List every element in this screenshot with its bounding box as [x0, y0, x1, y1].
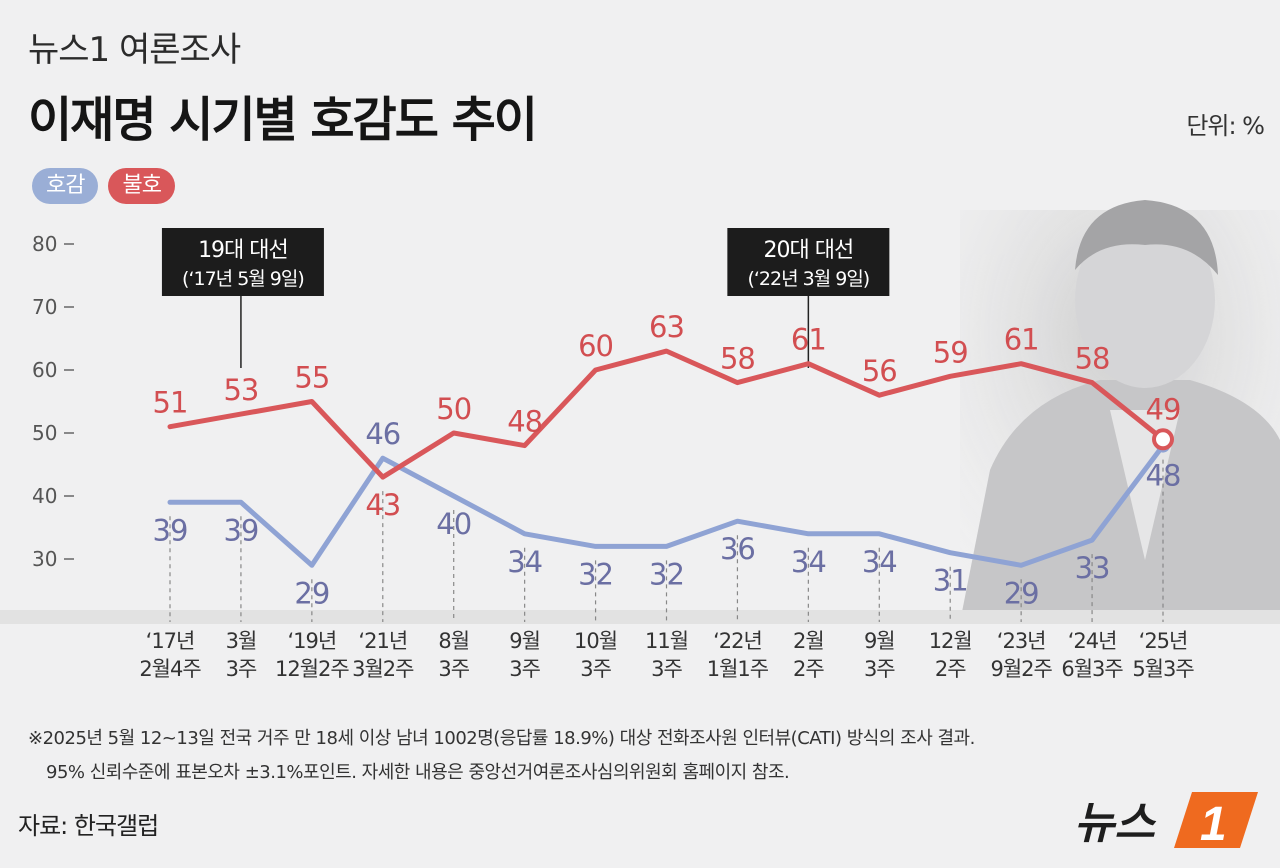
x-tick-label: 3주	[226, 657, 257, 681]
x-tick-label: 8월	[438, 629, 469, 653]
end-point-unfavorable	[1152, 428, 1174, 451]
x-tick-label: 3주	[864, 657, 895, 681]
annotation-text: 19대 대선	[198, 238, 288, 263]
y-tick-label: 60	[32, 358, 57, 382]
logo-mark: 1	[1200, 798, 1227, 851]
source-label: 자료: 한국갤럽	[18, 812, 159, 840]
data-label: 32	[578, 557, 613, 591]
x-tick-label: 3월2주	[352, 657, 414, 681]
data-label: 59	[933, 335, 968, 369]
annotation-box	[161, 228, 324, 296]
data-label: 33	[1075, 551, 1110, 585]
chart-title: 이재명 시기별 호감도 추이	[28, 92, 538, 148]
y-tick-label: 40	[32, 484, 57, 508]
legend: 호감 불호	[32, 168, 175, 204]
x-tick-label: ‘22년	[713, 629, 762, 653]
annotation-box	[727, 228, 890, 296]
x-tick-label: 3주	[438, 657, 469, 681]
x-tick-label: 5월3주	[1132, 657, 1194, 681]
annotation-text: (‘17년 5월 9일)	[182, 268, 304, 290]
data-label: 34	[507, 545, 542, 579]
data-label: 60	[578, 329, 613, 363]
data-label: 32	[649, 557, 684, 591]
footnote-2: 95% 신뢰수준에 표본오차 ±3.1%포인트. 자세한 내용은 중앙선거여론조…	[46, 762, 790, 783]
x-tick-label: 1월1주	[707, 657, 769, 681]
x-tick-label: ‘17년	[146, 629, 195, 653]
data-label: 39	[153, 513, 188, 547]
data-label: 51	[153, 386, 188, 420]
x-tick-label: 12월2주	[275, 657, 349, 681]
data-label: 49	[1146, 392, 1181, 426]
data-label: 53	[223, 373, 258, 407]
x-tick-label: ‘21년	[358, 629, 407, 653]
kicker: 뉴스1 여론조사	[28, 30, 241, 70]
logo-text: 뉴스	[1074, 799, 1156, 848]
data-label: 58	[720, 342, 755, 376]
y-tick-label: 30	[32, 547, 57, 571]
series-line-0	[167, 443, 1166, 568]
x-tick-label: 9월	[509, 629, 540, 653]
x-tick-label: 3주	[580, 657, 611, 681]
data-label: 36	[720, 532, 755, 566]
data-label: 40	[436, 507, 471, 541]
annotation-text: 20대 대선	[763, 238, 853, 263]
data-label: 58	[1075, 342, 1110, 376]
x-tick-label: ‘25년	[1139, 629, 1188, 653]
data-label: 61	[791, 323, 826, 357]
news1-logo: 뉴스 1	[1074, 792, 1258, 851]
x-tick-label: 2월	[793, 629, 824, 653]
x-tick-label: 10월	[574, 629, 617, 653]
data-label: 34	[791, 545, 826, 579]
data-label: 56	[862, 354, 897, 388]
x-tick-label: 9월	[864, 629, 895, 653]
x-tick-label: 11월	[645, 629, 688, 653]
legend-unfavorable: 불호	[108, 168, 175, 204]
x-tick-label: 2주	[793, 657, 824, 681]
x-tick-label: ‘23년	[997, 629, 1046, 653]
data-label: 63	[649, 310, 684, 344]
series-line-1	[167, 348, 1166, 480]
data-label: 29	[294, 576, 329, 610]
footnote-1: ※2025년 5월 12~13일 전국 거주 만 18세 이상 남녀 1002명…	[28, 728, 975, 749]
x-tick-label: 3월	[226, 629, 257, 653]
baseline-band	[0, 610, 1280, 624]
line-chart: 30 40 50 60 70 80 19대 대선 (‘17년 5월 9일) 20대 대선 (‘2…	[0, 200, 1280, 681]
y-tick-label: 70	[32, 295, 57, 319]
logo-mark-bg	[1174, 792, 1258, 848]
data-label: 29	[1004, 576, 1039, 610]
x-tick-label: 6월3주	[1061, 657, 1123, 681]
data-label: 61	[1004, 323, 1039, 357]
x-tick-label: 3주	[509, 657, 540, 681]
data-label: 48	[507, 405, 542, 439]
data-label: 39	[223, 513, 258, 547]
data-label: 50	[436, 392, 471, 426]
x-tick-label: 12월	[929, 629, 972, 653]
x-tick-label: ‘24년	[1068, 629, 1117, 653]
annotation-text: (‘22년 3월 9일)	[747, 268, 869, 290]
y-tick-label: 80	[32, 232, 57, 256]
data-label: 43	[365, 488, 400, 522]
data-label: 55	[294, 361, 329, 395]
legend-favorable: 호감	[32, 168, 99, 204]
x-tick-label: 9월2주	[990, 657, 1052, 681]
y-tick-label: 50	[32, 421, 57, 445]
x-tick-label: 2주	[935, 657, 966, 681]
data-label: 46	[365, 417, 400, 451]
data-label: 34	[862, 545, 897, 579]
unit-label: 단위: %	[1186, 112, 1265, 140]
x-tick-label: ‘19년	[287, 629, 336, 653]
data-label: 31	[933, 564, 968, 598]
x-tick-label: 2월4주	[139, 657, 201, 681]
data-label: 48	[1146, 459, 1181, 493]
portrait-silhouette	[960, 200, 1280, 622]
x-tick-label: 3주	[651, 657, 682, 681]
